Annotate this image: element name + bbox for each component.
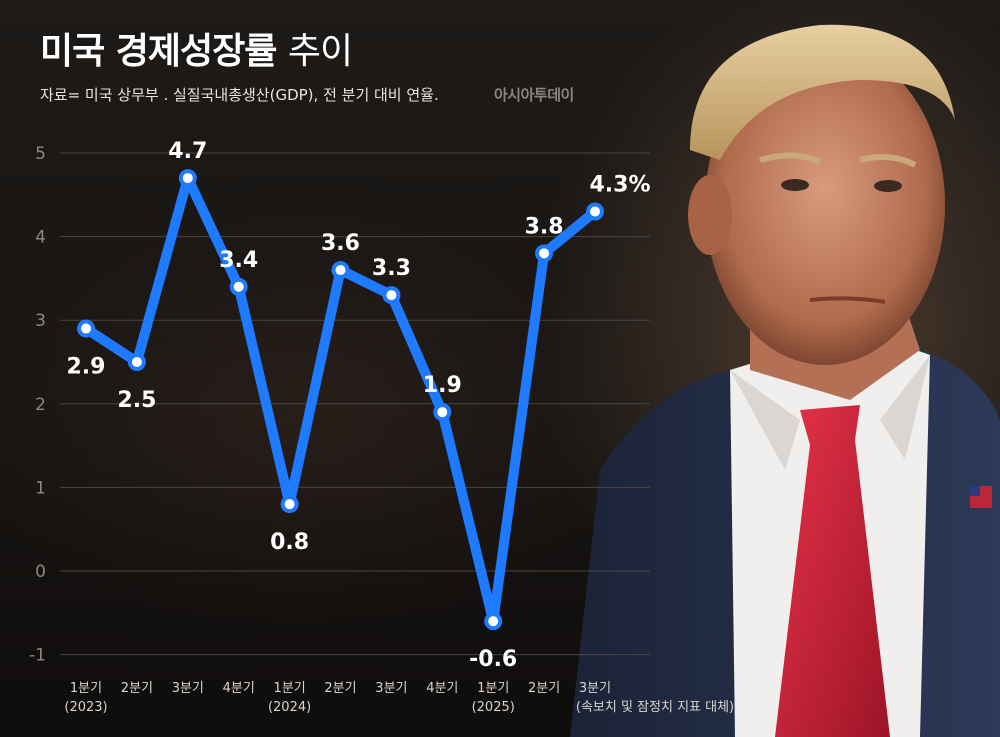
y-tick-label: 1 <box>35 478 46 498</box>
y-tick-label: 3 <box>35 311 46 331</box>
title-bold: 미국 경제성장률 <box>40 31 277 72</box>
x-tick-label: 2분기 <box>121 681 153 696</box>
data-point <box>437 407 448 418</box>
data-label: 0.8 <box>270 530 309 555</box>
x-tick-label: 2분기 <box>528 681 560 696</box>
data-point <box>182 173 193 184</box>
x-tick-label: 1분기 <box>477 681 509 696</box>
data-label: 4.3% <box>589 173 650 198</box>
x-tick-label: 3분기 <box>375 681 407 696</box>
y-tick-label: 2 <box>35 395 46 415</box>
title-light: 추이 <box>287 31 353 72</box>
data-point <box>539 248 550 259</box>
data-point <box>488 616 499 627</box>
data-label: 3.6 <box>321 231 360 256</box>
x-tick-sublabel: (속보치 및 잠정치 지표 대체) <box>576 700 734 715</box>
data-label: 2.5 <box>117 388 156 413</box>
x-tick-label: 3분기 <box>172 681 204 696</box>
data-point <box>590 206 600 217</box>
data-point <box>386 290 397 301</box>
chart-title: 미국 경제성장률 추이 <box>40 22 353 74</box>
x-tick-label: 1분기 <box>70 681 102 696</box>
data-label: 3.3 <box>372 256 411 281</box>
data-point <box>284 499 295 510</box>
y-tick-label: 5 <box>35 144 46 164</box>
data-label: 1.9 <box>423 373 462 398</box>
data-point <box>335 265 346 276</box>
y-tick-label: -1 <box>29 646 46 666</box>
data-label: 4.7 <box>168 139 207 164</box>
data-label: -0.6 <box>469 647 517 672</box>
data-point <box>81 323 91 334</box>
data-label: 2.9 <box>67 355 106 380</box>
x-tick-label: 4분기 <box>426 681 458 696</box>
data-label: 3.4 <box>219 248 258 273</box>
y-tick-label: 0 <box>35 562 46 582</box>
data-point <box>233 281 244 292</box>
x-tick-label: 4분기 <box>223 681 255 696</box>
x-tick-sublabel: (2024) <box>268 700 311 715</box>
data-label: 3.8 <box>525 214 564 239</box>
x-tick-sublabel: (2025) <box>472 700 515 715</box>
data-point <box>131 357 142 367</box>
x-tick-label: 1분기 <box>273 681 305 696</box>
x-tick-sublabel: (2023) <box>64 700 107 715</box>
y-tick-label: 4 <box>35 228 46 248</box>
brand-watermark: 아시아투데이 <box>494 86 574 104</box>
portrait-photo <box>570 24 1000 737</box>
x-tick-label: 3분기 <box>579 681 611 696</box>
source-note: 자료= 미국 상무부 . 실질국내총생산(GDP), 전 분기 대비 연율. <box>40 86 439 104</box>
x-tick-label: 2분기 <box>324 681 356 696</box>
